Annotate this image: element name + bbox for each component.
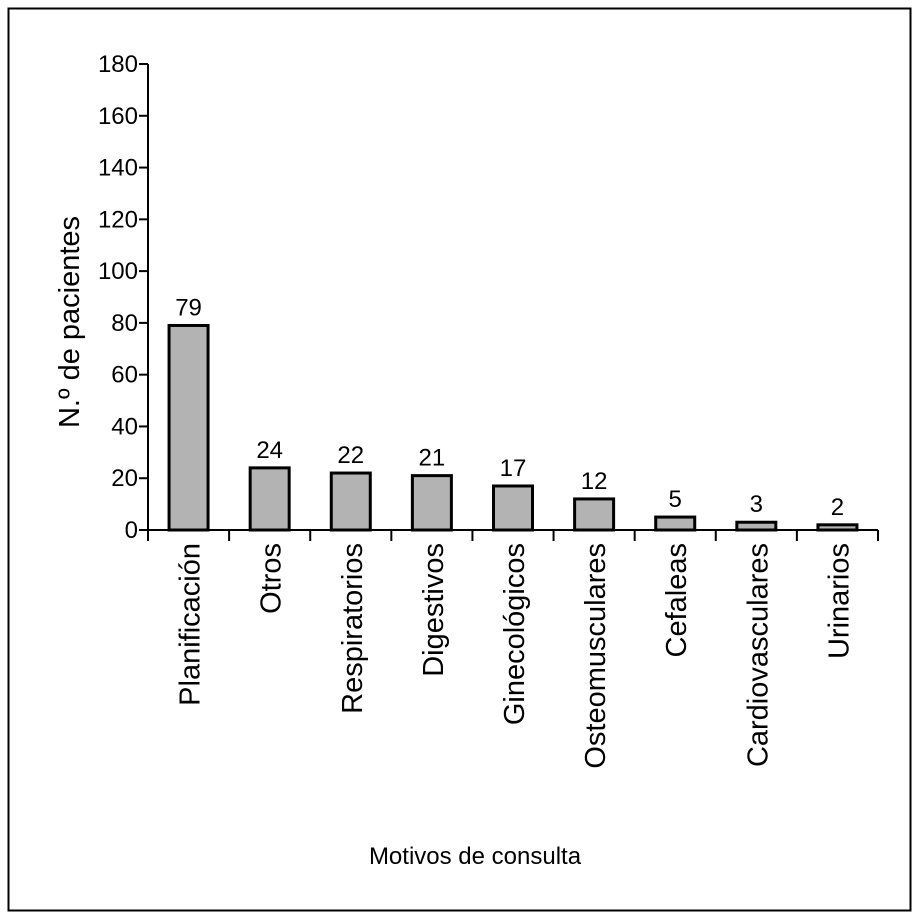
x-tick-label: Cardiovasculares: [742, 543, 774, 767]
x-tick-label: Osteomusculares: [580, 543, 612, 769]
y-tick-label: 180: [98, 51, 138, 78]
y-tick-label: 140: [98, 155, 138, 182]
bar: [492, 484, 534, 532]
chart-border: [7, 7, 912, 912]
data-label: 12: [581, 468, 608, 495]
data-label: 3: [750, 491, 763, 518]
y-tick-label: 0: [125, 517, 138, 544]
bar: [573, 497, 616, 532]
data-label: 22: [337, 442, 364, 469]
y-axis-ticks: 0 20 40 60 80 100 120 140 160 180: [98, 51, 148, 544]
x-tick-label: Planificación: [175, 543, 207, 706]
x-tick-label: Urinarios: [823, 543, 855, 659]
y-tick-label: 80: [111, 310, 138, 337]
data-label: 24: [256, 437, 283, 464]
x-tick-label: Ginecológicos: [499, 543, 531, 725]
bar: [410, 474, 453, 532]
x-tick-label: Otros: [256, 543, 288, 614]
y-tick-label: 160: [98, 103, 138, 130]
y-tick-label: 100: [98, 258, 138, 285]
bar: [248, 466, 291, 532]
data-label: 21: [419, 445, 446, 472]
data-label: 2: [831, 494, 844, 521]
bar: [654, 515, 697, 532]
y-tick-label: 20: [111, 465, 138, 492]
bars: [167, 323, 859, 532]
x-axis-ticks: [147, 530, 879, 541]
x-tick-label: Cefaleas: [661, 543, 693, 657]
bar: [735, 520, 778, 532]
y-tick-label: 60: [111, 362, 138, 389]
x-axis-title: Motivos de consulta: [369, 843, 582, 870]
data-label: 17: [500, 455, 527, 482]
x-tick-label: Digestivos: [418, 543, 450, 677]
y-axis-title: N.º de pacientes: [54, 216, 86, 428]
y-tick-label: 120: [98, 206, 138, 233]
data-label: 5: [669, 486, 682, 513]
x-tick-labels: Planificación Otros Respiratorios Digestivo…: [175, 543, 856, 769]
data-labels: 79 24 22 21 17 12 5 3 2: [175, 294, 844, 520]
data-label: 79: [175, 294, 202, 321]
bar: [329, 471, 372, 532]
y-tick-label: 40: [111, 413, 138, 440]
x-tick-label: Respiratorios: [337, 543, 369, 714]
bar: [167, 323, 210, 532]
